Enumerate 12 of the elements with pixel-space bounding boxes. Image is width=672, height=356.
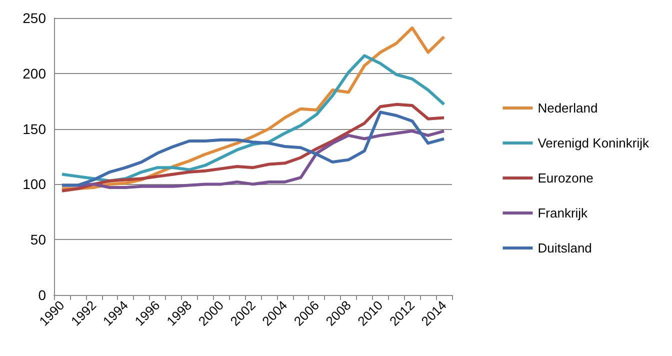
legend-label: Eurozone [538,170,594,186]
y-tick-label: 0 [38,287,46,303]
line-series [60,54,446,182]
legend-label: Nederland [538,100,598,116]
y-tick-label: 250 [22,10,46,26]
y-tick-label: 200 [22,65,46,82]
legend-label: Duitsland [538,240,592,256]
y-tick-label: 150 [22,120,46,137]
legend-label: Verenigd Koninkrijk [538,136,650,150]
y-tick-label: 100 [22,176,46,192]
legend-label: Frankrijk [538,206,588,220]
y-tick-label: 50 [30,232,46,248]
